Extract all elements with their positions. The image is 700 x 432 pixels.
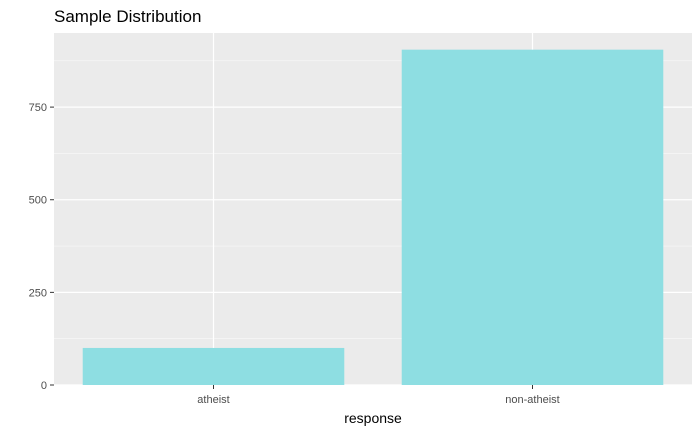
bar-non-atheist (401, 49, 664, 386)
chart-title: Sample Distribution (54, 7, 201, 26)
bar-atheist (82, 347, 345, 385)
y-tick-label: 250 (29, 287, 47, 299)
bars (82, 49, 664, 386)
x-axis: atheist non-atheist (197, 385, 560, 406)
y-tick-label: 0 (41, 380, 47, 392)
y-axis: 0 250 500 750 (29, 102, 54, 392)
x-axis-title: response (344, 410, 402, 426)
x-tick-label: atheist (197, 394, 229, 406)
y-tick-label: 750 (29, 102, 47, 114)
y-tick-label: 500 (29, 195, 47, 207)
x-tick-label: non-atheist (505, 394, 559, 406)
